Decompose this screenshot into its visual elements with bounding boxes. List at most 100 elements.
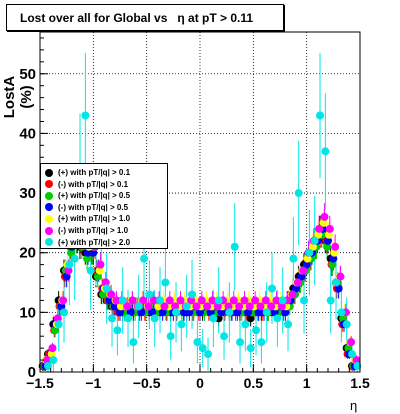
x-axis-ticks: −1.5 −1 −0.5 0 0.5 1 1.5: [26, 364, 370, 391]
y-axis-ticks: 0 10 20 30 40 50: [19, 37, 48, 381]
data-point: [113, 326, 122, 335]
legend: (+) with pT/|q| > 0.1 (-) with pT/|q| > 0…: [40, 163, 168, 249]
data-point: [156, 296, 165, 305]
y-tick-label: 30: [19, 185, 36, 202]
data-point: [230, 242, 239, 251]
data-point: [319, 218, 328, 227]
data-point: [209, 314, 218, 323]
data-point: [116, 308, 124, 317]
data-point: [324, 230, 333, 239]
data-point: [225, 308, 234, 317]
data-point: [352, 356, 361, 365]
data-point: [300, 296, 309, 305]
data-point: [49, 356, 58, 365]
data-point: [160, 302, 169, 311]
data-point: [273, 314, 282, 323]
data-point: [325, 224, 334, 233]
data-point: [278, 296, 287, 305]
chart-title: Lost over all for Global vs η at pT > 0.…: [20, 11, 254, 25]
data-point: [324, 236, 332, 245]
data-point: [320, 212, 329, 221]
data-point: [171, 302, 180, 311]
data-point: [70, 254, 79, 263]
data-point: [336, 272, 345, 281]
x-tick-label: 1.5: [350, 375, 370, 391]
series-7: [44, 111, 362, 371]
data-point: [262, 308, 271, 317]
data-point: [284, 320, 293, 329]
data-point: [134, 302, 143, 311]
x-tick-label: 1: [303, 375, 311, 391]
data-point: [316, 111, 325, 120]
data-point: [208, 296, 217, 305]
legend-label: (+) with pT/|q| > 0.5: [58, 191, 131, 201]
data-point: [321, 147, 330, 156]
data-point: [139, 296, 148, 305]
y-tick-label: 20: [19, 245, 36, 262]
legend-marker: [45, 214, 53, 223]
data-points: [38, 111, 362, 371]
data-point: [182, 302, 191, 311]
data-point: [267, 302, 276, 311]
data-point: [251, 296, 260, 305]
legend-entry: (-) with pT/|q| > 0.1: [45, 179, 128, 190]
y-tick-label: 10: [19, 304, 36, 321]
data-point: [198, 344, 207, 353]
legend-label: (+) with pT/|q| > 2.0: [58, 237, 131, 247]
data-point: [235, 302, 244, 311]
data-point: [214, 296, 223, 305]
data-point: [150, 314, 159, 323]
data-point: [268, 284, 277, 293]
data-point: [314, 230, 323, 239]
data-point: [240, 296, 249, 305]
data-point: [315, 224, 324, 233]
data-point: [193, 338, 202, 347]
data-point: [270, 308, 279, 317]
y-tick-label: 0: [28, 364, 36, 381]
data-point: [332, 278, 341, 287]
data-point: [353, 362, 362, 371]
data-point: [299, 266, 308, 275]
data-point: [348, 350, 357, 359]
data-point: [197, 296, 206, 305]
data-point: [229, 296, 238, 305]
data-point: [140, 254, 149, 263]
legend-entry: (+) with pT/|q| > 0.1: [45, 167, 130, 178]
data-point: [137, 308, 146, 317]
data-point: [165, 296, 174, 305]
x-tick-label: −1: [85, 375, 101, 391]
data-point: [161, 278, 170, 287]
data-point: [203, 302, 212, 311]
data-point: [293, 278, 302, 287]
data-point: [220, 332, 229, 341]
data-point: [102, 284, 111, 293]
data-point: [302, 260, 311, 269]
data-point: [60, 308, 69, 317]
data-point: [64, 266, 73, 275]
data-point: [123, 302, 132, 311]
legend-entry: (+) with pT/|q| > 0.5: [45, 190, 130, 201]
data-point: [329, 254, 338, 263]
data-point: [281, 308, 290, 317]
data-point: [330, 248, 339, 257]
data-point: [204, 350, 213, 359]
data-point: [96, 260, 105, 269]
data-point: [294, 189, 303, 198]
data-point: [128, 296, 137, 305]
data-point: [334, 284, 343, 293]
data-point: [206, 308, 215, 317]
data-point: [144, 302, 153, 311]
data-point: [196, 308, 204, 317]
data-point: [289, 254, 298, 263]
data-point: [44, 362, 53, 371]
x-tick-label: −1.5: [26, 375, 54, 391]
data-point: [124, 314, 133, 323]
data-point: [118, 296, 127, 305]
x-tick-label: −0.5: [133, 375, 161, 391]
legend-label: (-) with pT/|q| > 0.5: [58, 202, 129, 212]
data-point: [81, 111, 90, 120]
y-tick-label: 40: [19, 125, 36, 142]
legend-label: (-) with pT/|q| > 1.0: [58, 226, 129, 235]
chart-title-box: Lost over all for Global vs η at pT > 0.…: [6, 4, 284, 31]
legend-entry: (+) with pT/|q| > 2.0: [45, 237, 130, 248]
